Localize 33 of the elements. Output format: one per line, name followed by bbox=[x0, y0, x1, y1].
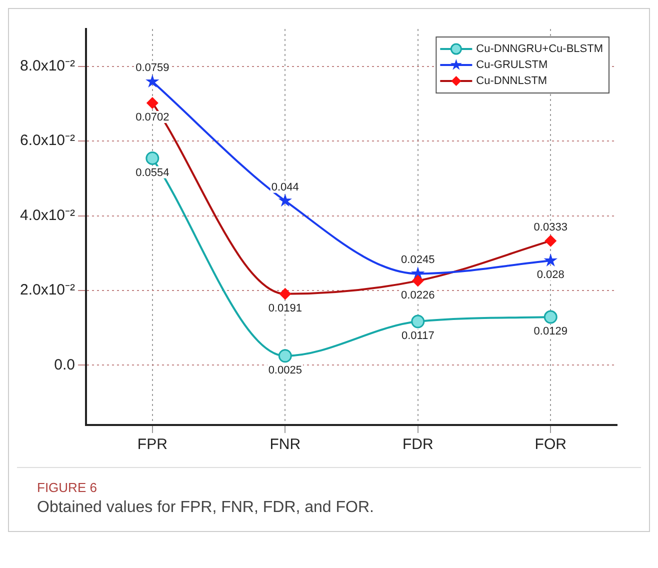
legend-label: Cu-GRULSTM bbox=[476, 59, 548, 72]
x-tick-label: FPR bbox=[137, 436, 168, 454]
y-tick-label: 4.0x10⁻² bbox=[20, 206, 76, 224]
point bbox=[146, 74, 160, 88]
data-label: 0.0554 bbox=[136, 166, 170, 179]
data-label: 0.044 bbox=[271, 181, 299, 194]
data-label: 0.028 bbox=[536, 269, 564, 282]
point bbox=[544, 253, 558, 266]
y-tick-label: 6.0x10⁻² bbox=[20, 132, 76, 150]
x-tick-label: FOR bbox=[534, 436, 567, 454]
point bbox=[411, 314, 425, 328]
data-label: 0.0759 bbox=[136, 62, 170, 74]
data-label: 0.0333 bbox=[534, 221, 568, 234]
data-label: 0.0129 bbox=[534, 326, 568, 338]
data-label: 0.0117 bbox=[401, 330, 434, 342]
point bbox=[278, 349, 292, 363]
text: Obtained values for FPR, FNR, FDR, and FOR. bbox=[37, 499, 375, 517]
y-tick-label: 2.0x10⁻² bbox=[20, 282, 76, 299]
caption: FIGURE 6 bbox=[37, 480, 98, 495]
data-label: 0.0025 bbox=[268, 364, 302, 376]
point bbox=[544, 310, 558, 324]
point bbox=[278, 194, 292, 207]
x-tick-label: FDR bbox=[402, 436, 434, 454]
data-label: 0.0702 bbox=[136, 112, 170, 124]
data-label: 0.0191 bbox=[268, 302, 302, 314]
y-tick-label: 8.0x10⁻² bbox=[20, 58, 76, 74]
data-label: 0.0226 bbox=[401, 289, 435, 302]
legend-label: Cu-DNNLSTM bbox=[476, 75, 548, 88]
x-tick-label: FNR bbox=[270, 436, 301, 454]
data-label: 0.0245 bbox=[401, 254, 435, 266]
y-tick-label: 0.0 bbox=[54, 356, 76, 374]
point bbox=[146, 152, 160, 166]
legend-label: Cu-DNNGRU+Cu-BLSTM bbox=[476, 43, 604, 56]
